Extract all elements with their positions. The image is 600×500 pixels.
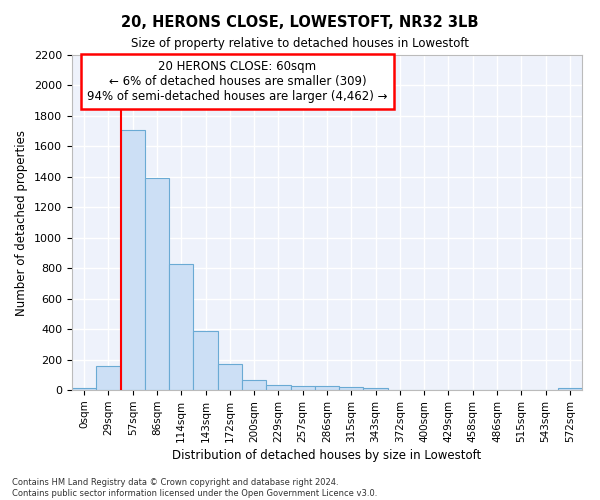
Text: 20, HERONS CLOSE, LOWESTOFT, NR32 3LB: 20, HERONS CLOSE, LOWESTOFT, NR32 3LB: [121, 15, 479, 30]
Bar: [218, 364, 242, 390]
Y-axis label: Number of detached properties: Number of detached properties: [16, 130, 28, 316]
Bar: [193, 332, 218, 390]
Text: Contains HM Land Registry data © Crown copyright and database right 2024.
Contai: Contains HM Land Registry data © Crown c…: [12, 478, 377, 498]
Bar: [96, 366, 121, 390]
Bar: [169, 264, 193, 390]
Bar: [339, 388, 364, 390]
Text: 20 HERONS CLOSE: 60sqm
← 6% of detached houses are smaller (309)
94% of semi-det: 20 HERONS CLOSE: 60sqm ← 6% of detached …: [88, 60, 388, 103]
Bar: [315, 386, 339, 390]
Bar: [364, 388, 388, 390]
Text: Size of property relative to detached houses in Lowestoft: Size of property relative to detached ho…: [131, 38, 469, 51]
Bar: [290, 386, 315, 390]
Bar: [558, 388, 582, 390]
Bar: [266, 386, 290, 390]
Bar: [242, 380, 266, 390]
Bar: [145, 178, 169, 390]
Bar: [121, 130, 145, 390]
X-axis label: Distribution of detached houses by size in Lowestoft: Distribution of detached houses by size …: [172, 449, 482, 462]
Bar: [72, 388, 96, 390]
